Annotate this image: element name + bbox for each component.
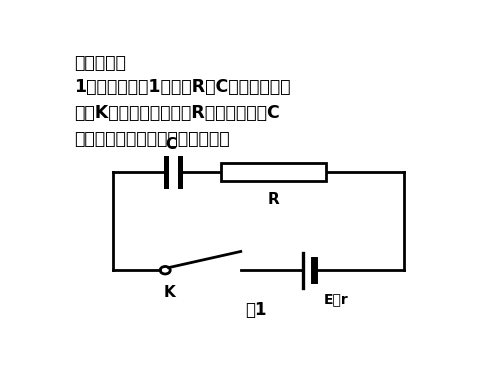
Text: 图1: 图1 xyxy=(246,302,267,320)
Text: E、r: E、r xyxy=(324,292,349,306)
Bar xyxy=(222,163,326,182)
Text: R: R xyxy=(268,192,280,207)
Text: C: C xyxy=(166,137,176,152)
Text: 连接方式：: 连接方式： xyxy=(74,54,126,72)
Text: 上电压大小等于电源电动势大小。: 上电压大小等于电源电动势大小。 xyxy=(74,130,230,148)
Text: K: K xyxy=(163,285,175,300)
Text: 端，K闭和电路稳定后，R相当于导线，C: 端，K闭和电路稳定后，R相当于导线，C xyxy=(74,104,280,122)
Text: 1．串接：如图1所示，R和C串接在电源两: 1．串接：如图1所示，R和C串接在电源两 xyxy=(74,78,290,96)
